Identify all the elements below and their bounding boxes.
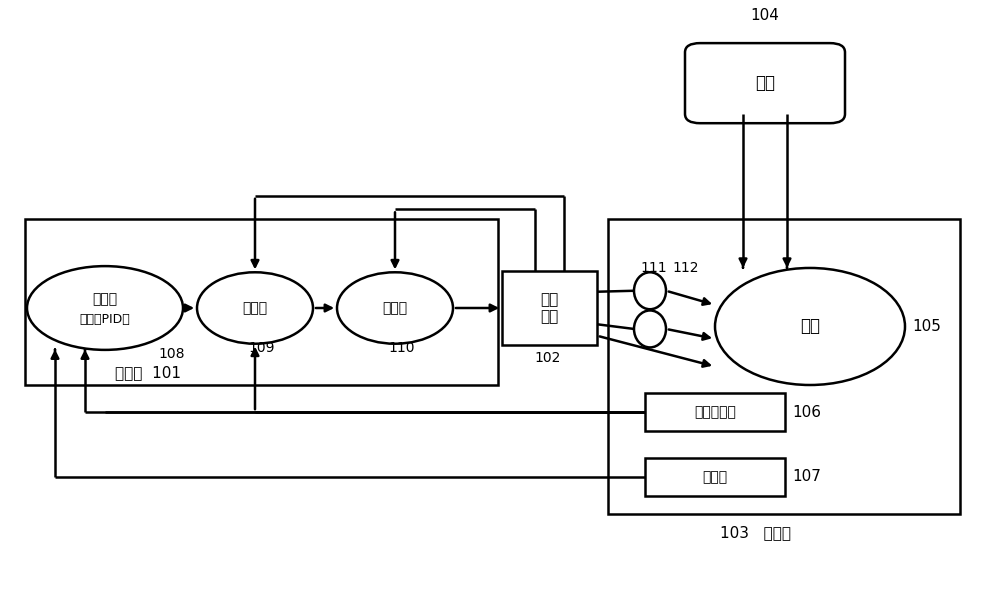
Text: 驱动
电路: 驱动 电路: [540, 292, 559, 324]
Text: 106: 106: [792, 405, 821, 419]
Text: 112: 112: [672, 261, 698, 275]
Text: 103   作动器: 103 作动器: [720, 525, 791, 540]
Text: 107: 107: [792, 469, 821, 484]
Text: 电位计: 电位计: [702, 470, 728, 484]
Text: 110: 110: [388, 341, 415, 355]
Text: 102: 102: [535, 351, 561, 365]
Text: 位置环: 位置环: [92, 293, 118, 306]
Text: 111: 111: [640, 261, 667, 275]
Text: 速度环: 速度环: [242, 301, 268, 315]
Text: 电流环: 电流环: [382, 301, 408, 315]
Text: 控制器  101: 控制器 101: [115, 365, 181, 380]
Text: 108: 108: [158, 347, 184, 361]
Text: 104: 104: [751, 8, 779, 23]
Text: 电机: 电机: [800, 317, 820, 336]
Text: 电源: 电源: [755, 74, 775, 92]
Text: 旋转编码器: 旋转编码器: [694, 405, 736, 419]
Text: 109: 109: [248, 341, 274, 355]
Text: 105: 105: [912, 319, 941, 334]
Text: （专家PID）: （专家PID）: [80, 312, 130, 326]
